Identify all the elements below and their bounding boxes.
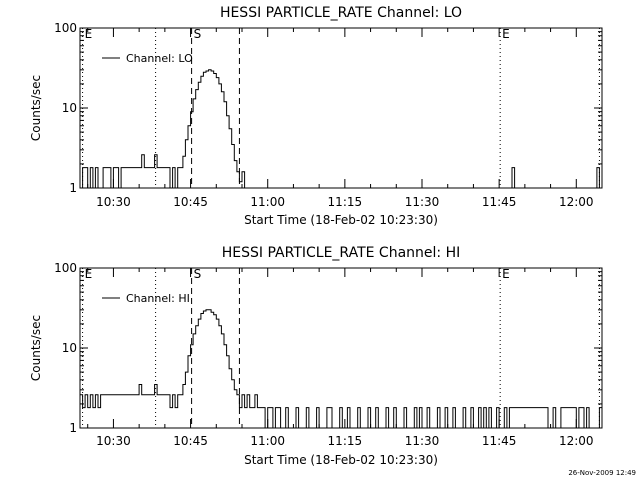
x-tick-label: 11:00 bbox=[250, 434, 285, 448]
chart-panel-hi: HESSI PARTICLE_RATE Channel: HI Counts/se… bbox=[29, 245, 603, 467]
x-tick-label: 10:30 bbox=[96, 195, 131, 209]
x-tick-label: 12:00 bbox=[559, 195, 594, 209]
y-tick-label: 100 bbox=[54, 261, 77, 275]
x-axis-label: Start Time (18-Feb-02 10:23:30) bbox=[244, 213, 438, 227]
legend-label: Channel: HI bbox=[126, 292, 190, 305]
y-axis-label: Counts/sec bbox=[29, 75, 43, 141]
y-tick-label: 1 bbox=[69, 421, 77, 435]
x-tick-label: 11:30 bbox=[405, 195, 440, 209]
time-marker-label: E bbox=[502, 267, 510, 281]
y-tick-label: 100 bbox=[54, 21, 77, 35]
chart-panel-lo: HESSI PARTICLE_RATE Channel: LO Counts/se… bbox=[29, 5, 603, 227]
x-tick-label: 10:45 bbox=[173, 434, 208, 448]
time-marker-label: S bbox=[194, 27, 202, 41]
time-marker-label: S bbox=[194, 267, 202, 281]
y-tick-label: 1 bbox=[69, 181, 77, 195]
x-tick-label: 12:00 bbox=[559, 434, 594, 448]
x-tick-label: 10:45 bbox=[173, 195, 208, 209]
x-tick-label: 10:30 bbox=[96, 434, 131, 448]
time-marker-label: E bbox=[502, 27, 510, 41]
chart-title: HESSI PARTICLE_RATE Channel: LO bbox=[220, 5, 462, 21]
series-line bbox=[80, 309, 603, 429]
time-marker-label: E bbox=[85, 27, 93, 41]
y-axis-label: Counts/sec bbox=[29, 315, 43, 381]
legend-label: Channel: LO bbox=[126, 52, 193, 65]
x-axis-label: Start Time (18-Feb-02 10:23:30) bbox=[244, 453, 438, 467]
x-tick-label: 11:45 bbox=[482, 434, 517, 448]
x-tick-label: 11:45 bbox=[482, 195, 517, 209]
y-tick-label: 10 bbox=[62, 101, 77, 115]
time-marker-label: E bbox=[85, 267, 93, 281]
x-tick-label: 11:15 bbox=[328, 434, 363, 448]
x-tick-label: 11:00 bbox=[250, 195, 285, 209]
y-tick-label: 10 bbox=[62, 341, 77, 355]
chart-title: HESSI PARTICLE_RATE Channel: HI bbox=[222, 245, 460, 261]
series-line bbox=[80, 69, 602, 189]
footer-timestamp: 26-Nov-2009 12:49 bbox=[568, 469, 636, 477]
x-tick-label: 11:15 bbox=[328, 195, 363, 209]
x-tick-label: 11:30 bbox=[405, 434, 440, 448]
